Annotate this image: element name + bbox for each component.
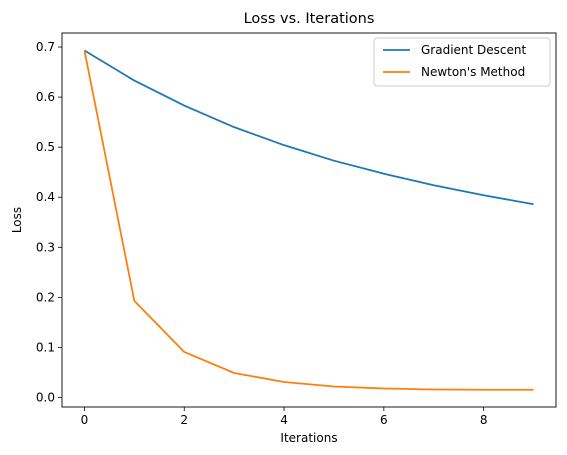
x-axis-ticks: 0 2 4 6 8	[81, 407, 488, 427]
series-line-newton-s-method	[83, 50, 534, 391]
y-axis-label: Loss	[10, 207, 24, 233]
y-tick-label: 0.4	[36, 190, 55, 204]
plot-frame	[61, 32, 557, 408]
legend-box	[373, 37, 551, 87]
y-tick-label: 0.2	[36, 290, 55, 304]
series-lines	[83, 49, 534, 391]
x-tick-label: 4	[280, 413, 288, 427]
legend: Gradient Descent Newton's Method	[373, 37, 551, 87]
x-tick-label: 2	[180, 413, 188, 427]
y-tick-label: 0.3	[36, 240, 55, 254]
x-tick-label: 8	[480, 413, 488, 427]
y-axis-ticks: 0.0 0.1 0.2 0.3 0.4 0.5 0.6 0.7	[36, 40, 62, 405]
chart-title: Loss vs. Iterations	[244, 11, 375, 27]
y-tick-label: 0.5	[36, 140, 55, 154]
y-tick-label: 0.6	[36, 90, 55, 104]
legend-label-newtons-method: Newton's Method	[421, 65, 525, 79]
legend-label-gradient-descent: Gradient Descent	[421, 43, 527, 57]
y-tick-label: 0.0	[36, 391, 55, 405]
series-line-gradient-descent	[83, 49, 534, 206]
y-tick-label: 0.7	[36, 40, 55, 54]
y-tick-label: 0.1	[36, 340, 55, 354]
plot-area: 0 2 4 6 8 0.0 0.1 0.2 0.3 0.4 0.5 0.6 0.7	[36, 32, 557, 427]
x-tick-label: 0	[81, 413, 89, 427]
x-axis-label: Iterations	[280, 431, 337, 445]
x-tick-label: 6	[380, 413, 388, 427]
